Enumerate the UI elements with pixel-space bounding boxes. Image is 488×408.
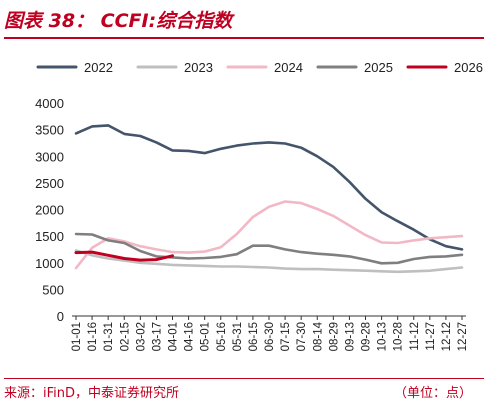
x-tick-label: 05-01: [200, 322, 212, 351]
x-tick-label: 11-27: [425, 322, 437, 351]
y-tick-label: 2000: [35, 203, 64, 218]
x-tick-label: 05-31: [232, 322, 244, 351]
legend-label-2022: 2022: [84, 60, 113, 75]
series-line-2023: [74, 249, 464, 274]
x-tick-label: 06-30: [264, 322, 276, 351]
legend: 2022 2023 2024 2025 2026: [36, 60, 483, 75]
legend-label-2024: 2024: [274, 60, 303, 75]
y-tick-label: 1000: [35, 256, 64, 271]
legend-label-2025: 2025: [364, 60, 393, 75]
x-tick-label: 04-16: [184, 322, 196, 351]
x-tick-label: 09-13: [344, 322, 356, 351]
x-tick-label: 12-27: [457, 322, 469, 351]
legend-label-2026: 2026: [454, 60, 483, 75]
series-line-2025: [74, 232, 464, 265]
chart-title: 图表 38： CCFI:综合指数: [4, 10, 233, 32]
x-tick-label: 03-02: [135, 322, 147, 351]
x-tick-label: 02-15: [119, 322, 131, 351]
x-tick-label: 01-01: [71, 322, 83, 351]
y-tick-label: 500: [42, 282, 64, 297]
footer-divider: [4, 378, 484, 379]
y-tick-label: 1500: [35, 229, 64, 244]
x-tick-label: 08-29: [328, 322, 340, 351]
x-tick-label: 01-16: [87, 322, 99, 351]
x-tick-label: 10-28: [393, 322, 405, 351]
series-line-2024: [74, 200, 464, 270]
x-tick-label: 08-14: [312, 321, 324, 351]
series-line-2022: [74, 124, 464, 251]
line-chart: 2022 2023 2024 2025 2026 0 500 1000 1500 2000 250…: [35, 60, 483, 351]
y-tick-label: 0: [57, 309, 64, 324]
x-tick-label: 03-17: [151, 322, 163, 351]
x-tick-label: 04-01: [168, 322, 180, 351]
series-group: [74, 124, 464, 274]
x-tick-label: 07-30: [296, 322, 308, 351]
x-tick-label: 01-31: [103, 322, 115, 351]
axes: 0 500 1000 1500 2000 2500 3000 3500 4000 01-01 01-…: [35, 96, 469, 351]
y-tick-label: 4000: [35, 96, 64, 111]
series-line-2026: [74, 250, 174, 262]
y-tick-label: 3000: [35, 149, 64, 164]
x-tick-label: 09-28: [361, 322, 373, 351]
y-tick-label: 3500: [35, 123, 64, 138]
source-note: 来源：iFinD，中泰证券研究所: [4, 386, 180, 401]
x-tick-label: 05-16: [216, 322, 228, 351]
x-tick-label: 12-12: [441, 322, 453, 351]
y-tick-label: 2500: [35, 176, 64, 191]
unit-note: （单位：点）: [393, 386, 472, 401]
x-tick-label: 06-15: [248, 322, 260, 351]
legend-label-2023: 2023: [184, 60, 213, 75]
x-tick-label: 10-13: [377, 322, 389, 351]
x-tick-label: 07-15: [280, 322, 292, 351]
x-tick-label: 11-12: [409, 322, 421, 351]
title-divider: [4, 37, 484, 39]
